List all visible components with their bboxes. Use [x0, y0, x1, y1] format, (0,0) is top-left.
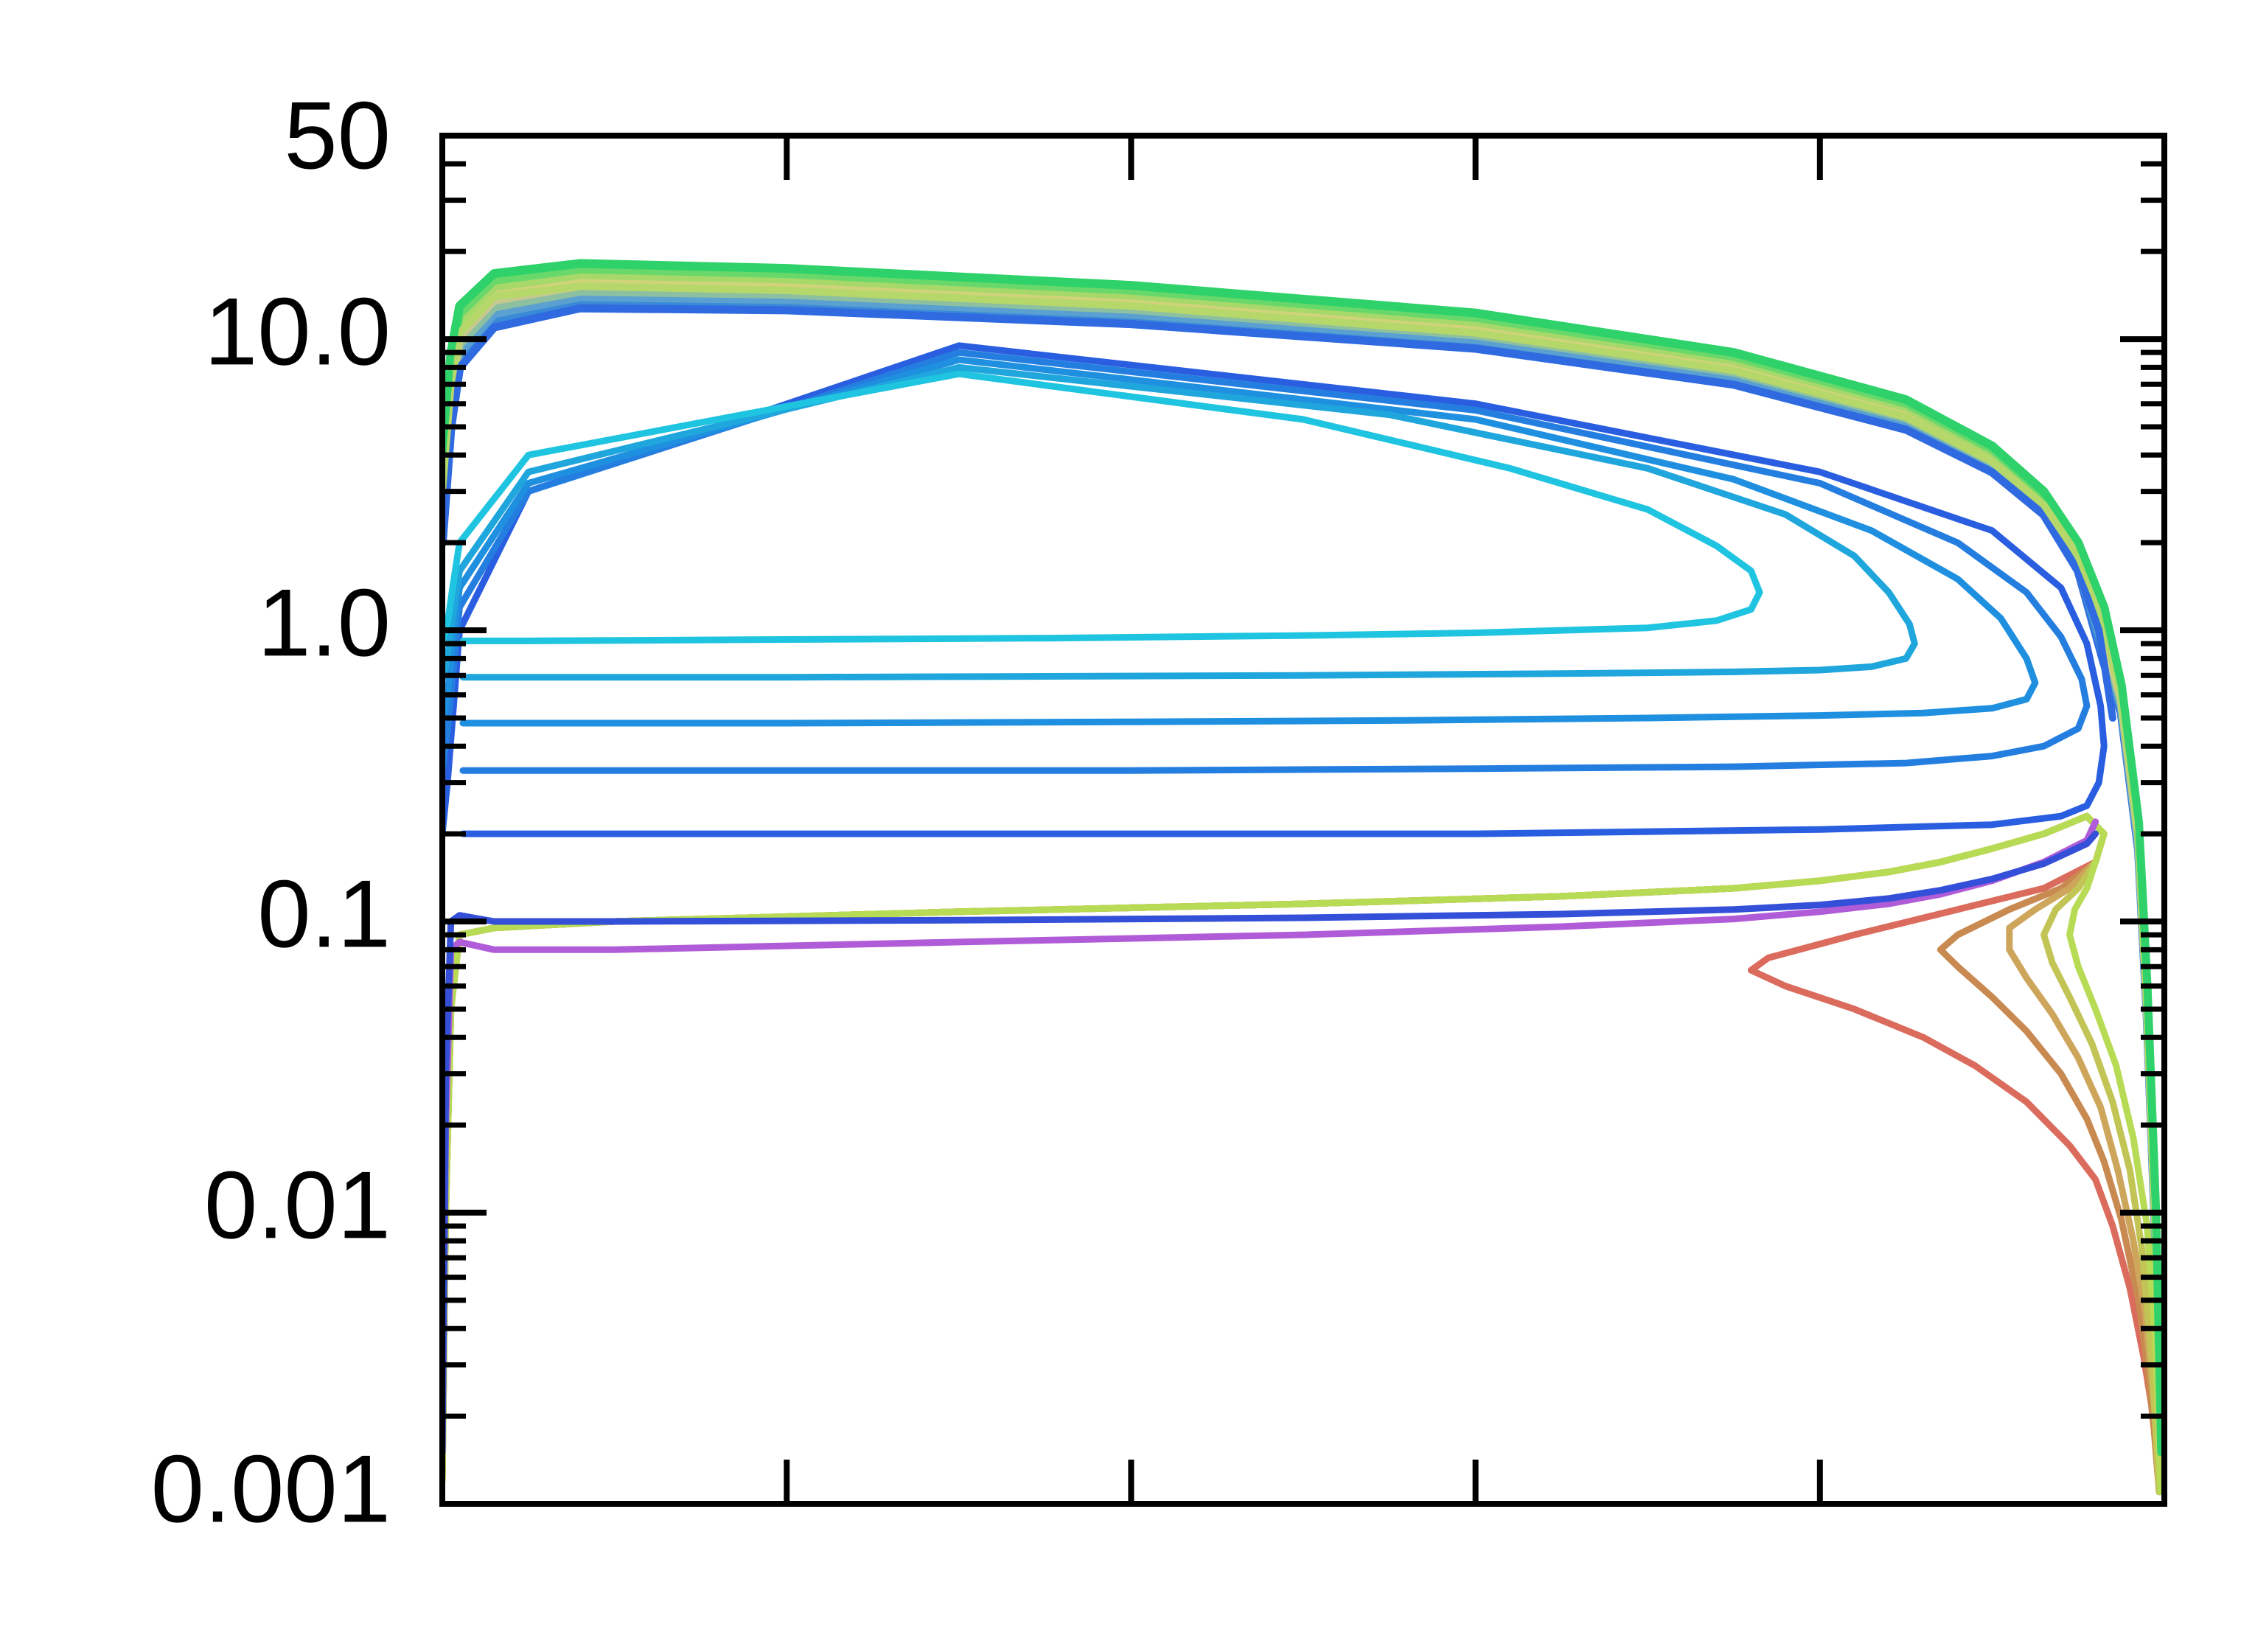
- band-curve-1: [442, 298, 2164, 1482]
- band-curve-4: [442, 281, 2164, 1471]
- axis-ticks: [442, 133, 2164, 1507]
- series-lines: [442, 259, 2164, 1496]
- band-curve-8: [442, 259, 2164, 1457]
- y-tick-labels: 50 10.0 1.0 0.1 0.01 0.001: [151, 81, 391, 1542]
- band-curve-2: [442, 292, 2164, 1479]
- series-line-9: [442, 356, 2039, 727]
- series-line-11: [442, 370, 1763, 647]
- band-curve-3: [442, 287, 2164, 1475]
- y-tick-label-2: 1.0: [257, 568, 391, 676]
- y-tick-label-3: 0.1: [257, 860, 391, 967]
- series-line-12: [442, 304, 2116, 722]
- y-tick-label-1: 10.0: [204, 277, 391, 385]
- plot-frame: [439, 133, 2167, 1507]
- band-curve-7: [442, 264, 2164, 1461]
- series-line-7: [442, 342, 2108, 837]
- series-line-14: [442, 259, 2164, 1457]
- series-line-10: [442, 363, 1918, 683]
- y-tick-label-4: 0.01: [204, 1151, 391, 1258]
- series-line-6: [442, 830, 2099, 1456]
- series-line-8: [442, 349, 2091, 774]
- y-tick-label-5: 0.001: [151, 1435, 391, 1542]
- y-tick-label-0: 50: [284, 81, 391, 189]
